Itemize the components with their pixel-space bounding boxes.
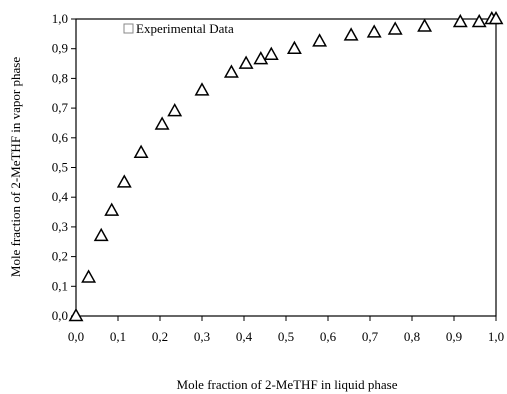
data-points: [68, 10, 504, 322]
x-tick-label: 0,2: [152, 329, 168, 344]
data-point: [104, 202, 120, 216]
data-point: [452, 13, 468, 28]
y-tick-label: 0,7: [52, 100, 69, 115]
y-tick-label: 0,2: [52, 249, 68, 264]
data-point: [154, 116, 170, 130]
data-point: [223, 64, 239, 78]
data-point: [167, 103, 183, 117]
x-tick-label: 0,9: [446, 329, 462, 344]
data-point: [194, 82, 210, 96]
data-point: [417, 18, 433, 32]
data-point: [81, 269, 97, 283]
legend-label: Experimental Data: [136, 21, 234, 36]
data-point: [93, 227, 109, 242]
x-axis-ticks: 0,0 0,1 0,2 0,3 0,4 0,5 0,6 0,7 0,8 0,9 1,0: [68, 316, 504, 344]
y-tick-label: 0,8: [52, 70, 68, 85]
x-tick-label: 0,8: [404, 329, 420, 344]
y-tick-label: 0,3: [52, 219, 68, 234]
y-axis-label: Mole fraction of 2-MeTHF in vapor phase: [8, 57, 23, 277]
data-point: [286, 40, 302, 54]
y-tick-label: 0,5: [52, 160, 68, 175]
x-tick-label: 0,3: [194, 329, 210, 344]
y-axis-ticks: 0,0 0,1 0,2 0,3 0,4 0,5 0,6 0,7 0,8 0,9 1,0: [52, 11, 76, 323]
x-tick-label: 0,5: [278, 329, 294, 344]
y-tick-label: 0,0: [52, 308, 68, 323]
x-tick-label: 1,0: [488, 329, 504, 344]
data-point: [116, 174, 132, 188]
x-axis-label: Mole fraction of 2-MeTHF in liquid phase: [177, 377, 398, 392]
x-tick-label: 0,1: [110, 329, 126, 344]
data-point: [133, 144, 149, 158]
y-tick-label: 1,0: [52, 11, 68, 26]
x-tick-label: 0,7: [362, 329, 379, 344]
data-point: [253, 51, 269, 65]
data-point: [68, 307, 84, 322]
y-tick-label: 0,1: [52, 278, 68, 293]
data-point: [343, 27, 359, 41]
y-tick-label: 0,4: [52, 189, 69, 204]
data-point: [387, 21, 403, 35]
data-point: [366, 24, 382, 38]
y-tick-label: 0,9: [52, 41, 68, 56]
data-point: [471, 13, 487, 28]
data-point: [312, 33, 328, 47]
x-tick-label: 0,0: [68, 329, 84, 344]
y-tick-label: 0,6: [52, 130, 69, 145]
data-point: [263, 46, 279, 60]
legend: Experimental Data: [123, 21, 234, 36]
x-tick-label: 0,4: [236, 329, 253, 344]
data-point: [488, 10, 504, 25]
legend-marker: [123, 23, 134, 34]
x-tick-label: 0,6: [320, 329, 337, 344]
plot-area: [75, 18, 497, 317]
data-point: [238, 55, 254, 69]
